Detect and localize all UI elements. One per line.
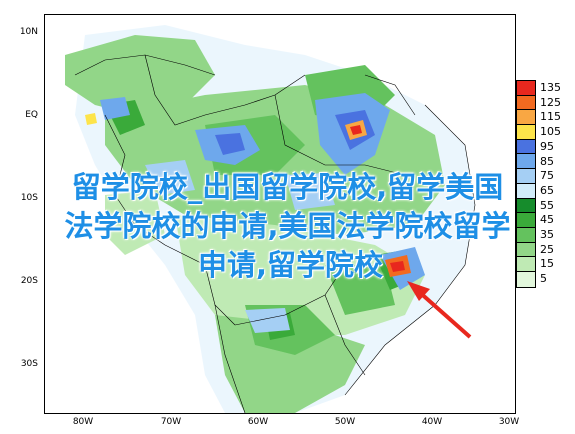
legend-swatch: [517, 227, 535, 243]
legend-swatch: [517, 257, 535, 272]
legend-value-label: 25: [540, 242, 554, 256]
lon-label-60w: 60W: [247, 417, 269, 427]
legend-value-label: 75: [540, 169, 554, 183]
legend-swatch: [517, 169, 535, 184]
peak-area-2: [350, 125, 362, 135]
legend-swatch: [517, 183, 535, 199]
legend-swatch: [517, 110, 535, 126]
legend-swatch: [517, 81, 535, 96]
lat-label-eq: EQ: [25, 110, 38, 120]
legend-swatch: [517, 95, 535, 111]
green-region-south: [215, 315, 365, 413]
legend-swatch: [517, 271, 535, 287]
country-borders: [74, 54, 476, 413]
legend-swatch: [517, 154, 535, 170]
legend-swatch: [517, 125, 535, 140]
red-arrow: [407, 281, 472, 339]
legend-swatch: [517, 198, 535, 214]
lon-label-40w: 40W: [421, 417, 443, 427]
legend-value-label: 15: [540, 257, 554, 271]
lon-label-30w: 30W: [498, 417, 520, 427]
legend-value-label: 55: [540, 198, 554, 212]
color-legend: [516, 80, 536, 288]
lat-label-10s: 10S: [20, 193, 38, 203]
blue-area-7: [245, 308, 290, 333]
peak-area-4: [390, 261, 405, 272]
legend-value-label: 5: [540, 272, 547, 286]
lon-label-50w: 50W: [334, 417, 356, 427]
lon-label-80w: 80W: [72, 417, 94, 427]
lon-label-70w: 70W: [160, 417, 182, 427]
blue-area-9: [285, 173, 335, 210]
legend-value-label: 125: [540, 95, 561, 109]
green-region-north: [65, 35, 215, 115]
green-patch-4: [105, 190, 165, 255]
legend-swatch: [517, 139, 535, 155]
overlay-line-1: 留学院校_出国留学院校,留学美国: [71, 170, 504, 204]
legend-value-label: 85: [540, 154, 554, 168]
peak-areas: [85, 113, 411, 277]
blue-area-5: [100, 97, 130, 120]
legend-value-label: 65: [540, 183, 554, 197]
blue-area-2: [215, 133, 245, 155]
blue-area-8: [145, 160, 195, 195]
legend-value-label: 135: [540, 81, 561, 94]
lat-label-10n: 10N: [19, 27, 38, 37]
precipitation-map: [44, 14, 516, 414]
legend-swatch: [517, 213, 535, 228]
lat-label-20s: 20S: [20, 276, 38, 286]
legend-value-label: 95: [540, 139, 554, 153]
overlay-text: 留学院校_出国留学院校,留学美国 法学院校的申请,美国法学院校留学 申请,留学院…: [0, 168, 575, 285]
overlay-line-2: 法学院校的申请,美国法学院校留学: [64, 209, 511, 243]
legend-value-label: 35: [540, 228, 554, 241]
legend-swatch: [517, 242, 535, 258]
green-patch-5: [325, 265, 395, 315]
legend-value-label: 105: [540, 125, 561, 139]
map-canvas: [65, 25, 476, 413]
legend-value-label: 45: [540, 213, 554, 227]
overlay-line-3: 申请,留学院校: [197, 248, 384, 282]
legend-value-label: 115: [540, 110, 561, 124]
lat-label-30s: 30S: [20, 359, 38, 369]
peak-area-5: [85, 113, 97, 125]
